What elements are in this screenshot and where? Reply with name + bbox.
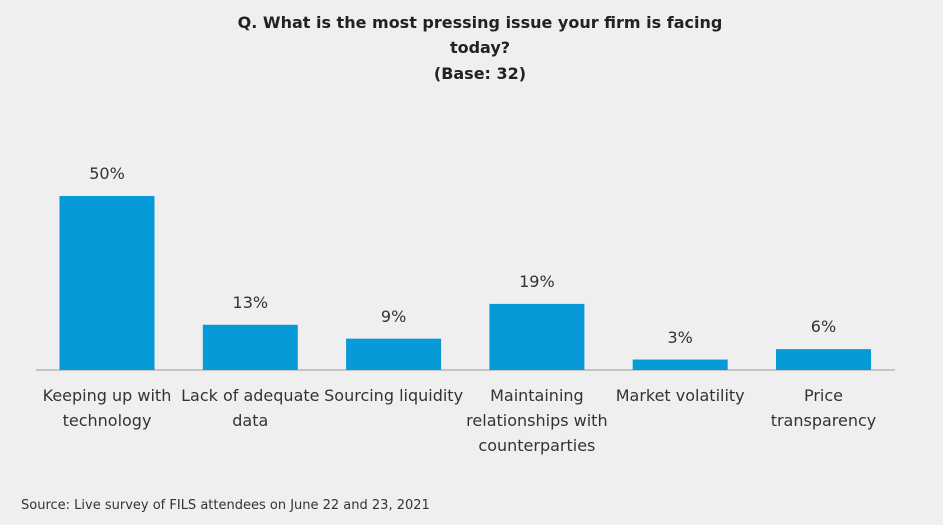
- x-tick-label: Lack of adequate data: [181, 386, 320, 430]
- value-label: 19%: [519, 271, 555, 291]
- bar: [489, 303, 585, 370]
- bar: [346, 338, 442, 370]
- value-label: 13%: [232, 292, 269, 312]
- source-note: Source: Live survey of FILS attendees on…: [21, 498, 430, 513]
- value-label: 50%: [89, 164, 125, 183]
- x-tick-label: Market volatility: [615, 386, 745, 405]
- x-tick-label: Maintaining relationships with counterpa…: [466, 386, 608, 455]
- x-tick-label: Price transparency: [770, 386, 877, 430]
- bar: [202, 324, 298, 370]
- bar: [776, 349, 871, 370]
- bar: [632, 359, 728, 370]
- x-tick-label: Keeping up with technology: [42, 386, 172, 430]
- value-label: 3%: [667, 327, 693, 347]
- value-label: 6%: [810, 317, 837, 337]
- value-label: 9%: [380, 306, 407, 326]
- chart-title: Q. What is the most pressing issue your …: [237, 13, 723, 57]
- bar: [59, 196, 155, 370]
- chart-subtitle: (Base: 32): [433, 64, 527, 83]
- x-tick-label: Sourcing liquidity: [324, 386, 464, 405]
